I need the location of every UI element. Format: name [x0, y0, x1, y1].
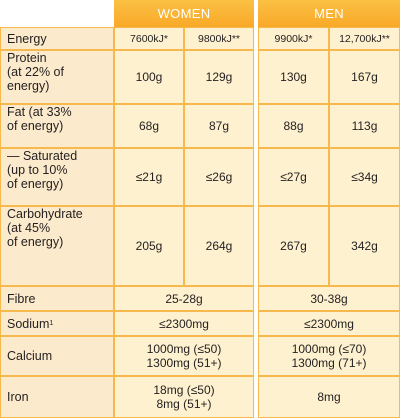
fibre-men-text: 30-38g — [310, 291, 348, 306]
fat-men-a: 88g — [258, 104, 329, 148]
calcium-label: Calcium — [0, 336, 114, 376]
saturated-label-line1: — Saturated — [7, 149, 78, 163]
carbohydrate-women-a-text: 205g — [135, 239, 163, 253]
fat-label: Fat (at 33% of energy) — [0, 104, 114, 148]
fat-men-b: 113g — [329, 104, 400, 148]
protein-women-b-text: 129g — [205, 70, 233, 84]
sodium-women-text: ≤2300mg — [159, 316, 209, 331]
protein-men-b-text: 167g — [351, 70, 378, 84]
saturated-label-line3: of energy) — [7, 177, 64, 191]
fibre-women-text: 25-28g — [165, 291, 203, 306]
saturated-label-line2: (up to 10% — [7, 163, 68, 177]
women-header-text: WOMEN — [157, 6, 211, 21]
fat-women-b: 87g — [184, 104, 254, 148]
saturated-men-a: ≤27g — [258, 148, 329, 206]
carbohydrate-women-b: 264g — [184, 206, 254, 286]
carbohydrate-label: Carbohydrate (at 45% of energy) — [0, 206, 114, 286]
fat-label-line2: of energy) — [7, 119, 64, 133]
sodium-men-text: ≤2300mg — [304, 316, 354, 331]
protein-label-line3: energy) — [7, 79, 50, 93]
men-header: MEN — [258, 0, 400, 27]
saturated-women-b-text: ≤26g — [205, 170, 233, 184]
sodium-women: ≤2300mg — [114, 311, 254, 336]
sodium-label: Sodium 1 — [0, 311, 114, 336]
energy-men-b-text: 12,700kJ** — [339, 32, 390, 45]
carbohydrate-men-a: 267g — [258, 206, 329, 286]
fat-women-a: 68g — [114, 104, 184, 148]
men-header-text: MEN — [314, 6, 344, 21]
fat-men-b-text: 113g — [351, 119, 378, 133]
carbohydrate-label-line2: (at 45% — [7, 221, 51, 235]
sodium-label-text: Sodium — [7, 316, 50, 331]
protein-label-line2: (at 22% of — [7, 65, 64, 79]
saturated-women-a: ≤21g — [114, 148, 184, 206]
energy-men-b: 12,700kJ** — [329, 27, 400, 50]
energy-women-b-text: 9800kJ** — [197, 32, 241, 45]
carbohydrate-label-line1: Carbohydrate — [7, 207, 83, 221]
protein-women-a: 100g — [114, 50, 184, 104]
saturated-men-b-text: ≤34g — [351, 170, 378, 184]
energy-women-a-text: 7600kJ* — [130, 32, 168, 45]
calcium-men-line2: 1300mg (71+) — [291, 356, 367, 370]
iron-women-line2: 8mg (51+) — [156, 397, 212, 411]
fat-label-line1: Fat (at 33% — [7, 105, 72, 119]
protein-men-a: 130g — [258, 50, 329, 104]
energy-men-a: 9900kJ* — [258, 27, 329, 50]
calcium-women-line1: 1000mg (≤50) — [146, 342, 222, 356]
calcium-women: 1000mg (≤50) 1300mg (51+) — [114, 336, 254, 376]
protein-men-b: 167g — [329, 50, 400, 104]
fibre-women: 25-28g — [114, 286, 254, 311]
saturated-women-a-text: ≤21g — [135, 170, 163, 184]
carbohydrate-women-b-text: 264g — [205, 239, 233, 253]
iron-label-text: Iron — [7, 390, 29, 404]
saturated-men-b: ≤34g — [329, 148, 400, 206]
fat-men-a-text: 88g — [283, 119, 304, 133]
protein-men-a-text: 130g — [280, 70, 307, 84]
sodium-men: ≤2300mg — [258, 311, 400, 336]
calcium-women-line2: 1300mg (51+) — [146, 356, 222, 370]
calcium-label-text: Calcium — [7, 349, 53, 363]
saturated-label: — Saturated (up to 10% of energy) — [0, 148, 114, 206]
calcium-men-line1: 1000mg (≤70) — [291, 342, 367, 356]
energy-women-a: 7600kJ* — [114, 27, 184, 50]
protein-women-b: 129g — [184, 50, 254, 104]
women-header: WOMEN — [114, 0, 254, 27]
iron-men: 8mg — [258, 376, 400, 418]
carbohydrate-women-a: 205g — [114, 206, 184, 286]
energy-men-a-text: 9900kJ* — [274, 32, 313, 45]
carbohydrate-label-line3: of energy) — [7, 235, 64, 249]
energy-label: Energy — [0, 27, 114, 50]
iron-women: 18mg (≤50) 8mg (51+) — [114, 376, 254, 418]
protein-label: Protein (at 22% of energy) — [0, 50, 114, 104]
protein-label-line1: Protein — [7, 51, 47, 65]
protein-women-a-text: 100g — [135, 70, 163, 84]
calcium-men: 1000mg (≤70) 1300mg (71+) — [258, 336, 400, 376]
carbohydrate-men-a-text: 267g — [280, 239, 307, 253]
fat-women-a-text: 68g — [138, 119, 160, 133]
fibre-label-text: Fibre — [7, 291, 36, 306]
fat-women-b-text: 87g — [208, 119, 230, 133]
iron-women-line1: 18mg (≤50) — [153, 383, 215, 397]
fibre-label: Fibre — [0, 286, 114, 311]
energy-label-text: Energy — [7, 31, 47, 46]
fibre-men: 30-38g — [258, 286, 400, 311]
saturated-men-a-text: ≤27g — [280, 170, 307, 184]
iron-label: Iron — [0, 376, 114, 418]
energy-women-b: 9800kJ** — [184, 27, 254, 50]
iron-men-text: 8mg — [317, 390, 341, 404]
carbohydrate-men-b: 342g — [329, 206, 400, 286]
saturated-women-b: ≤26g — [184, 148, 254, 206]
carbohydrate-men-b-text: 342g — [351, 239, 378, 253]
